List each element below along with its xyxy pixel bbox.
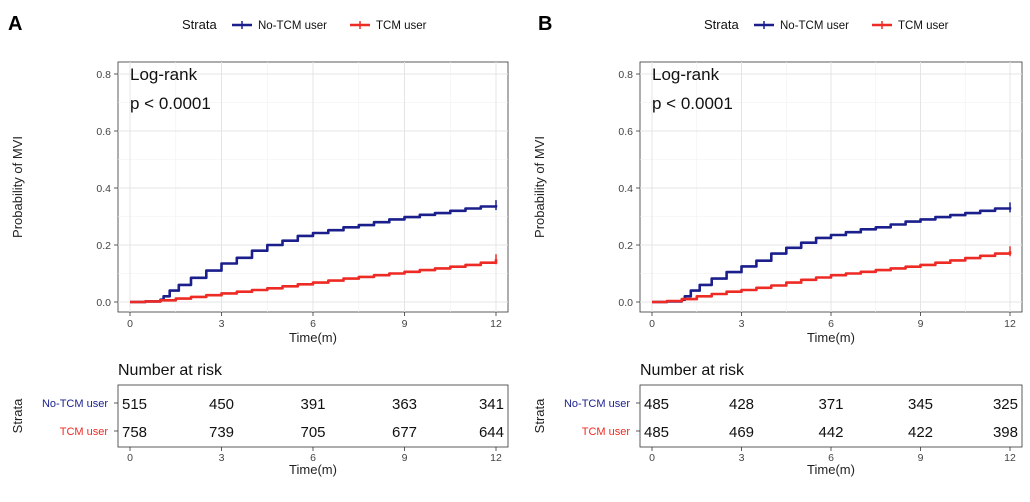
y-axis-label: Probability of MVI <box>10 136 25 238</box>
risk-x-tick-label: 0 <box>127 452 133 464</box>
risk-row: No-TCM user 515 450 391 363 341 <box>42 396 504 413</box>
risk-value: 515 <box>122 396 147 413</box>
risk-table-frame <box>639 384 1023 448</box>
legend-entry: No-TCM user <box>754 20 849 32</box>
y-tick-label: 0.8 <box>96 69 111 81</box>
risk-x-tick-label: 6 <box>828 452 834 464</box>
risk-value: 422 <box>908 424 933 441</box>
y-tick-label: 0.2 <box>618 240 633 252</box>
legend-label: TCM user <box>898 20 949 32</box>
risk-value: 345 <box>908 396 933 413</box>
series-line <box>130 205 498 304</box>
series-line <box>130 259 498 304</box>
risk-x-tick-label: 0 <box>649 452 655 464</box>
x-tick-label: 3 <box>219 318 225 330</box>
x-tick-label: 0 <box>127 318 133 330</box>
x-tick-label: 0 <box>649 318 655 330</box>
risk-y-axis-label: Strata <box>10 398 25 433</box>
plot-area: 0 3 6 9 12 0.0 0.2 0.4 0.6 0.8 <box>618 61 1023 330</box>
y-tick-label: 0.0 <box>96 297 111 309</box>
risk-table: Number at risk No-TCM user 515 450 391 363 341… <box>10 362 509 477</box>
panel-a: A Strata No-TCM user TCM user 0 3 6 9 12 0.0 0.2 0.… <box>8 13 509 477</box>
logrank-label: Log-rank <box>652 65 720 84</box>
risk-x-tick-label: 12 <box>490 452 502 464</box>
risk-value: 485 <box>644 424 669 441</box>
panel-letter: A <box>8 13 22 35</box>
series-line <box>652 251 1012 304</box>
risk-value: 469 <box>729 424 754 441</box>
risk-x-tick-label: 9 <box>402 452 408 464</box>
risk-row: TCM user 758 739 705 677 644 <box>60 424 504 441</box>
y-tick-label: 0.6 <box>618 126 633 138</box>
risk-row-label: TCM user <box>60 426 109 438</box>
risk-value: 705 <box>300 424 325 441</box>
x-tick-label: 6 <box>310 318 316 330</box>
logrank-label: Log-rank <box>130 65 198 84</box>
x-tick-label: 6 <box>828 318 834 330</box>
y-axis-label: Probability of MVI <box>532 136 547 238</box>
risk-row: TCM user 485 469 442 422 398 <box>582 424 1018 441</box>
y-tick-label: 0.4 <box>96 183 111 195</box>
risk-table-frame <box>117 384 509 448</box>
series-line <box>652 207 1012 304</box>
risk-value: 363 <box>392 396 417 413</box>
y-tick-label: 0.4 <box>618 183 633 195</box>
legend-entry: No-TCM user <box>232 20 327 32</box>
y-tick-label: 0.6 <box>96 126 111 138</box>
x-axis-label: Time(m) <box>807 330 855 345</box>
risk-value: 485 <box>644 396 669 413</box>
legend: Strata No-TCM user TCM user <box>704 17 949 32</box>
y-tick-label: 0.8 <box>618 69 633 81</box>
risk-row: No-TCM user 485 428 371 345 325 <box>564 396 1018 413</box>
risk-value: 398 <box>993 424 1018 441</box>
risk-y-axis-label: Strata <box>532 398 547 433</box>
plot-area: 0 3 6 9 12 0.0 0.2 0.4 0.6 0.8 <box>96 61 509 330</box>
x-tick-label: 3 <box>739 318 745 330</box>
risk-value: 391 <box>300 396 325 413</box>
risk-value: 371 <box>818 396 843 413</box>
risk-x-axis-label: Time(m) <box>807 462 855 477</box>
risk-x-tick-label: 9 <box>918 452 924 464</box>
risk-value: 428 <box>729 396 754 413</box>
risk-value: 450 <box>209 396 234 413</box>
legend-title: Strata <box>182 17 217 32</box>
risk-x-tick-label: 12 <box>1004 452 1016 464</box>
risk-table-title: Number at risk <box>118 362 223 379</box>
risk-table-title: Number at risk <box>640 362 745 379</box>
risk-value: 644 <box>479 424 504 441</box>
legend-entry: TCM user <box>872 20 949 32</box>
risk-value: 677 <box>392 424 417 441</box>
x-tick-label: 9 <box>402 318 408 330</box>
legend-title: Strata <box>704 17 739 32</box>
risk-value: 341 <box>479 396 504 413</box>
risk-x-tick-label: 6 <box>310 452 316 464</box>
legend-label: No-TCM user <box>258 20 327 32</box>
risk-value: 325 <box>993 396 1018 413</box>
x-tick-label: 9 <box>918 318 924 330</box>
panel-b: B Strata No-TCM user TCM user 0 3 6 9 12 0.0 0.2 0.… <box>532 13 1023 477</box>
y-tick-label: 0.2 <box>96 240 111 252</box>
x-tick-label: 12 <box>490 318 502 330</box>
risk-value: 442 <box>818 424 843 441</box>
risk-row-label: No-TCM user <box>42 398 108 410</box>
risk-table: Number at risk No-TCM user 485 428 371 345 325… <box>532 362 1023 477</box>
legend-entry: TCM user <box>350 20 427 32</box>
risk-row-label: TCM user <box>582 426 631 438</box>
risk-x-axis-label: Time(m) <box>289 462 337 477</box>
risk-x-tick-label: 3 <box>739 452 745 464</box>
panel-letter: B <box>538 13 552 35</box>
risk-row-label: No-TCM user <box>564 398 630 410</box>
risk-value: 739 <box>209 424 234 441</box>
legend-label: TCM user <box>376 20 427 32</box>
p-value-label: p < 0.0001 <box>130 94 211 113</box>
x-axis-label: Time(m) <box>289 330 337 345</box>
legend-label: No-TCM user <box>780 20 849 32</box>
risk-value: 758 <box>122 424 147 441</box>
x-tick-label: 12 <box>1004 318 1016 330</box>
risk-x-tick-label: 3 <box>219 452 225 464</box>
p-value-label: p < 0.0001 <box>652 94 733 113</box>
y-tick-label: 0.0 <box>618 297 633 309</box>
legend: Strata No-TCM user TCM user <box>182 17 427 32</box>
